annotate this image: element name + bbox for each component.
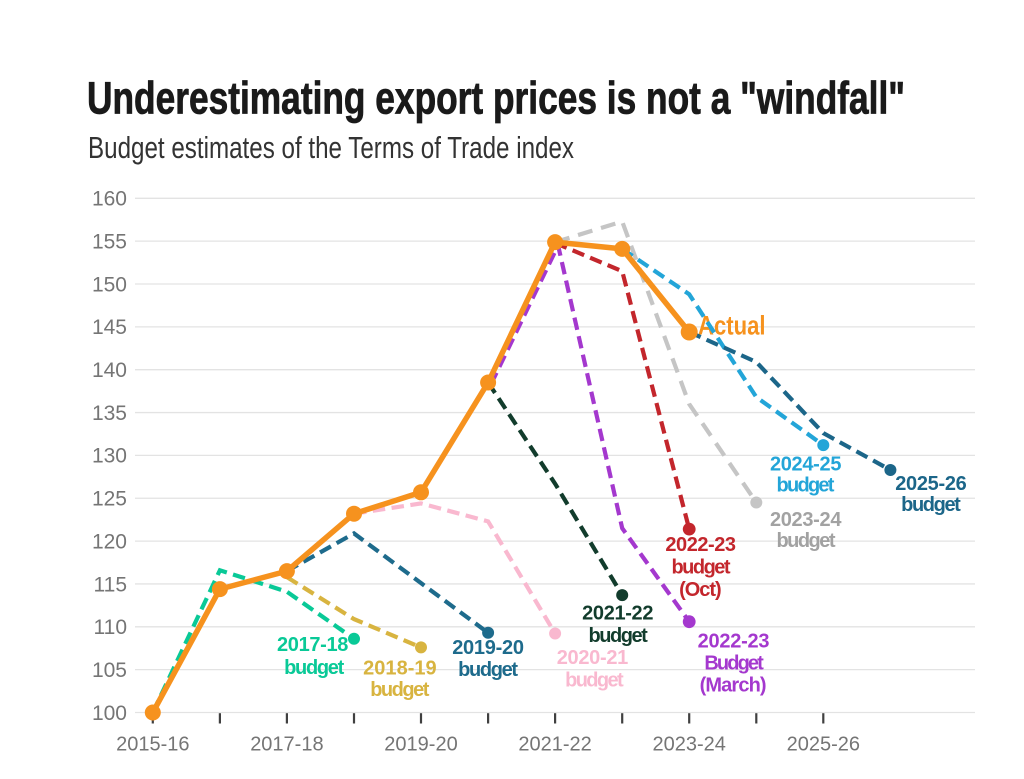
svg-text:Budget estimates of the Terms: Budget estimates of the Terms of Trade i… bbox=[88, 130, 574, 165]
svg-text:155: 155 bbox=[92, 230, 127, 253]
svg-text:2023-24: 2023-24 bbox=[652, 734, 725, 756]
svg-text:2022-23: 2022-23 bbox=[698, 630, 770, 652]
svg-text:budget: budget bbox=[370, 679, 430, 701]
svg-text:budget: budget bbox=[284, 657, 344, 679]
svg-text:budget: budget bbox=[901, 494, 961, 516]
svg-text:145: 145 bbox=[92, 316, 127, 339]
svg-text:budget: budget bbox=[565, 670, 624, 692]
svg-text:Underestimating export prices: Underestimating export prices is not a "… bbox=[87, 73, 905, 124]
svg-text:2019-20: 2019-20 bbox=[452, 637, 524, 659]
svg-text:2022-23: 2022-23 bbox=[665, 534, 736, 556]
svg-text:2025-26: 2025-26 bbox=[895, 473, 967, 495]
svg-text:160: 160 bbox=[92, 188, 127, 211]
svg-text:105: 105 bbox=[92, 659, 127, 682]
svg-text:100: 100 bbox=[92, 702, 127, 725]
svg-text:2017-18: 2017-18 bbox=[250, 734, 323, 756]
svg-text:2024-25: 2024-25 bbox=[770, 453, 842, 475]
svg-text:2017-18: 2017-18 bbox=[277, 634, 348, 656]
svg-text:140: 140 bbox=[92, 359, 127, 382]
svg-text:2018-19: 2018-19 bbox=[363, 657, 437, 679]
svg-text:115: 115 bbox=[94, 573, 127, 596]
svg-text:2019-20: 2019-20 bbox=[384, 734, 457, 756]
svg-text:budget: budget bbox=[777, 474, 835, 496]
svg-text:120: 120 bbox=[92, 530, 127, 553]
svg-text:2021-22: 2021-22 bbox=[582, 603, 653, 625]
svg-text:(Oct): (Oct) bbox=[679, 579, 722, 601]
svg-text:2020-21: 2020-21 bbox=[557, 647, 629, 669]
svg-text:150: 150 bbox=[92, 273, 127, 296]
svg-text:budget: budget bbox=[589, 625, 649, 647]
svg-text:budget: budget bbox=[777, 530, 836, 552]
svg-text:110: 110 bbox=[94, 616, 127, 639]
svg-text:2023-24: 2023-24 bbox=[770, 509, 842, 531]
svg-text:2025-26: 2025-26 bbox=[787, 734, 860, 756]
svg-text:Budget: Budget bbox=[704, 652, 764, 674]
svg-text:130: 130 bbox=[92, 445, 127, 468]
svg-text:125: 125 bbox=[92, 488, 127, 511]
svg-text:(March): (March) bbox=[700, 675, 767, 697]
svg-text:135: 135 bbox=[92, 402, 127, 425]
svg-text:2021-22: 2021-22 bbox=[518, 734, 591, 756]
svg-text:budget: budget bbox=[458, 659, 518, 681]
svg-text:2015-16: 2015-16 bbox=[116, 734, 189, 756]
svg-text:budget: budget bbox=[671, 557, 730, 579]
